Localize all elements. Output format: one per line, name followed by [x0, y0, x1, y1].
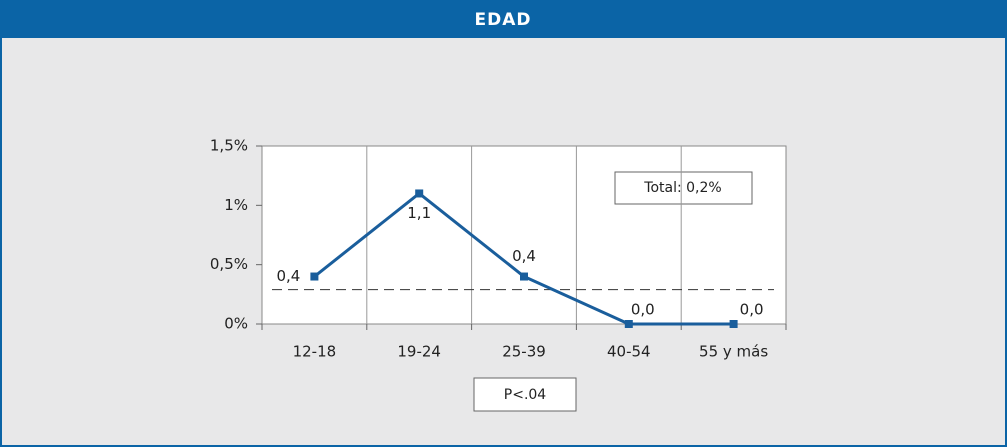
header — [0, 0, 1007, 38]
marker — [729, 320, 738, 328]
data-label: 0,0 — [740, 301, 764, 319]
chart-title: EDAD — [475, 10, 532, 30]
data-label: 0,4 — [276, 267, 300, 285]
annotation: P<.04 — [504, 387, 547, 403]
data-label: 0,4 — [512, 247, 536, 265]
y-tick-label: 1,5% — [210, 137, 248, 155]
marker — [624, 320, 633, 328]
data-label: 1,1 — [407, 204, 431, 222]
data-label: 0,0 — [631, 301, 655, 319]
annotation: Total: 0,2% — [643, 180, 721, 196]
annotation-box — [614, 171, 753, 205]
y-tick-label: 0,5% — [210, 255, 248, 273]
y-tick-label: 1% — [224, 196, 248, 214]
x-tick-label: 40-54 — [607, 343, 651, 361]
marker — [520, 272, 528, 281]
annotation-box — [473, 377, 577, 412]
marker — [310, 272, 319, 281]
marker — [415, 189, 424, 198]
x-tick-label: 19-24 — [397, 343, 441, 361]
x-tick-label: 25-39 — [502, 343, 546, 361]
x-tick-label: 12-18 — [293, 343, 337, 361]
x-tick-label: 55 y más — [699, 343, 768, 361]
y-tick-label: 0% — [224, 315, 248, 333]
